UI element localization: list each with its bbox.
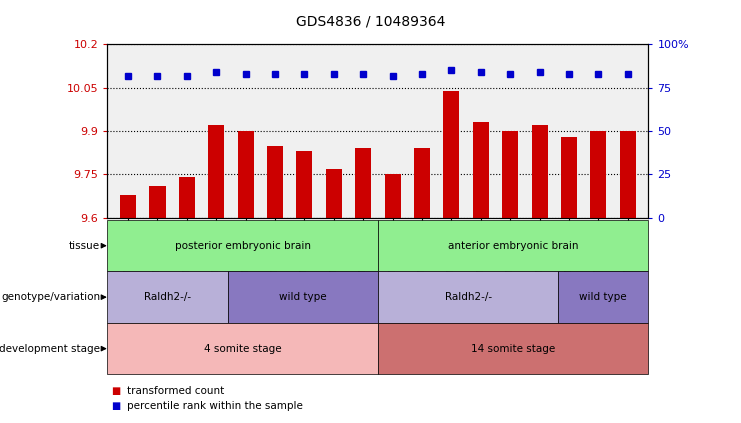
Text: Raldh2-/-: Raldh2-/- — [144, 292, 191, 302]
Bar — [150, 186, 165, 218]
Text: tissue: tissue — [69, 241, 100, 251]
Text: transformed count: transformed count — [127, 386, 225, 396]
Text: genotype/variation: genotype/variation — [1, 292, 100, 302]
Bar — [502, 131, 518, 218]
Bar — [561, 137, 577, 218]
Bar — [531, 125, 548, 218]
Bar — [385, 174, 401, 218]
Text: wild type: wild type — [579, 292, 627, 302]
Text: development stage: development stage — [0, 343, 100, 354]
Bar — [267, 146, 283, 218]
Text: ■: ■ — [111, 386, 120, 396]
Bar — [120, 195, 136, 218]
Bar — [619, 131, 636, 218]
Text: GDS4836 / 10489364: GDS4836 / 10489364 — [296, 15, 445, 29]
Text: anterior embryonic brain: anterior embryonic brain — [448, 241, 579, 251]
Bar — [208, 125, 225, 218]
Bar — [296, 151, 313, 218]
Bar — [591, 131, 606, 218]
Bar — [473, 122, 489, 218]
Bar — [238, 131, 253, 218]
Text: percentile rank within the sample: percentile rank within the sample — [127, 401, 303, 411]
Text: posterior embryonic brain: posterior embryonic brain — [175, 241, 310, 251]
Bar — [179, 177, 195, 218]
Text: 4 somite stage: 4 somite stage — [204, 343, 282, 354]
Bar — [443, 91, 459, 218]
Text: ■: ■ — [111, 401, 120, 411]
Text: 14 somite stage: 14 somite stage — [471, 343, 555, 354]
Bar — [326, 169, 342, 218]
Bar — [355, 148, 371, 218]
Bar — [414, 148, 430, 218]
Text: Raldh2-/-: Raldh2-/- — [445, 292, 491, 302]
Text: wild type: wild type — [279, 292, 327, 302]
